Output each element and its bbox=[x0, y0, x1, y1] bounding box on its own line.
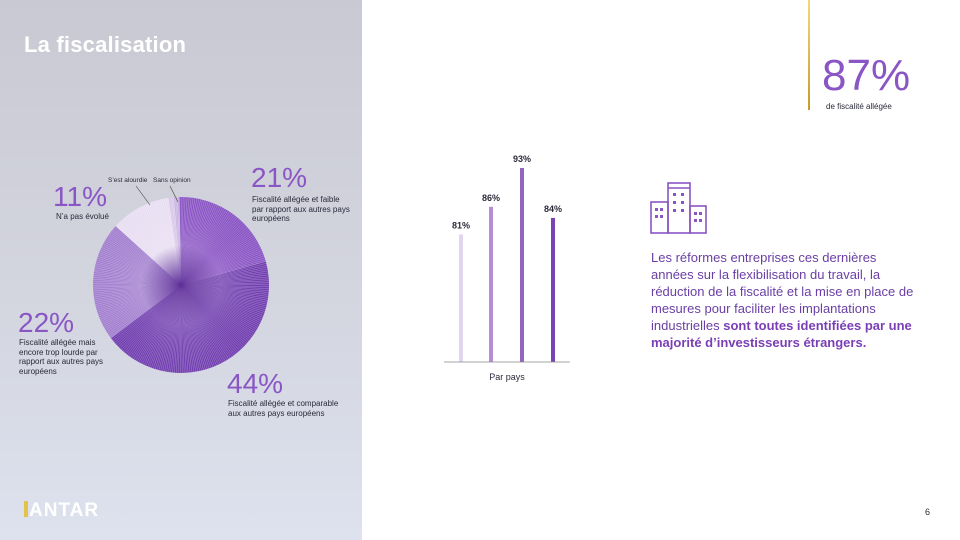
bar-value-label-2: 86% bbox=[482, 193, 500, 203]
body-text-bold: sont toutes identifiées par une majorité… bbox=[651, 318, 912, 350]
slice-label-11: N’a pas évolué bbox=[56, 212, 109, 221]
pie-slice-22 bbox=[93, 226, 181, 339]
gold-divider bbox=[808, 0, 810, 110]
x-axis-label: Par pays bbox=[489, 372, 525, 382]
leader-line-sans-opinion bbox=[169, 185, 179, 203]
kpi-value: 87% bbox=[822, 51, 911, 100]
pie-slice-texture bbox=[115, 197, 182, 286]
leader-line-alourdie bbox=[135, 185, 151, 206]
bar-4 bbox=[551, 217, 555, 362]
bar-3 bbox=[520, 168, 524, 362]
kantar-logo: ANTAR bbox=[24, 500, 99, 522]
logo-bar-icon bbox=[24, 501, 28, 517]
pie-center-shade bbox=[141, 245, 221, 325]
slice-label-44: Fiscalité allégée et comparable aux autr… bbox=[228, 399, 339, 418]
body-text-plain: Les réformes entreprises ces dernières a… bbox=[651, 250, 914, 333]
bar-value-label-3: 93% bbox=[513, 154, 531, 164]
slice-label-alourdie: S’est alourdie bbox=[108, 177, 148, 184]
building-icon bbox=[650, 182, 707, 234]
bar-value-label-4: 84% bbox=[544, 204, 562, 214]
slice-pct-22: 22% bbox=[18, 307, 75, 338]
slice-pct-44: 44% bbox=[227, 368, 284, 399]
body-text: Les réformes entreprises ces dernières a… bbox=[651, 249, 916, 351]
page-number: 6 bbox=[925, 507, 931, 517]
bar-value-label-1: 81% bbox=[452, 221, 470, 231]
pie-chart bbox=[92, 185, 270, 374]
slice-label-sans-opinion: Sans opinion bbox=[153, 177, 191, 184]
bar-2 bbox=[489, 206, 493, 362]
bar-1 bbox=[459, 234, 463, 362]
slice-pct-21: 21% bbox=[251, 162, 308, 193]
slice-label-22: Fiscalité allégée mais encore trop lourd… bbox=[19, 338, 104, 376]
slice-pct-11: 11% bbox=[53, 181, 107, 212]
slide-title: La fiscalisation bbox=[24, 32, 187, 57]
slice-label-21: Fiscalité allégée et faible par rapport … bbox=[252, 195, 350, 223]
kpi-label: de fiscalité allégée bbox=[826, 102, 892, 111]
bar-chart: 81% 86% 93% 84% Par pays bbox=[444, 154, 570, 382]
